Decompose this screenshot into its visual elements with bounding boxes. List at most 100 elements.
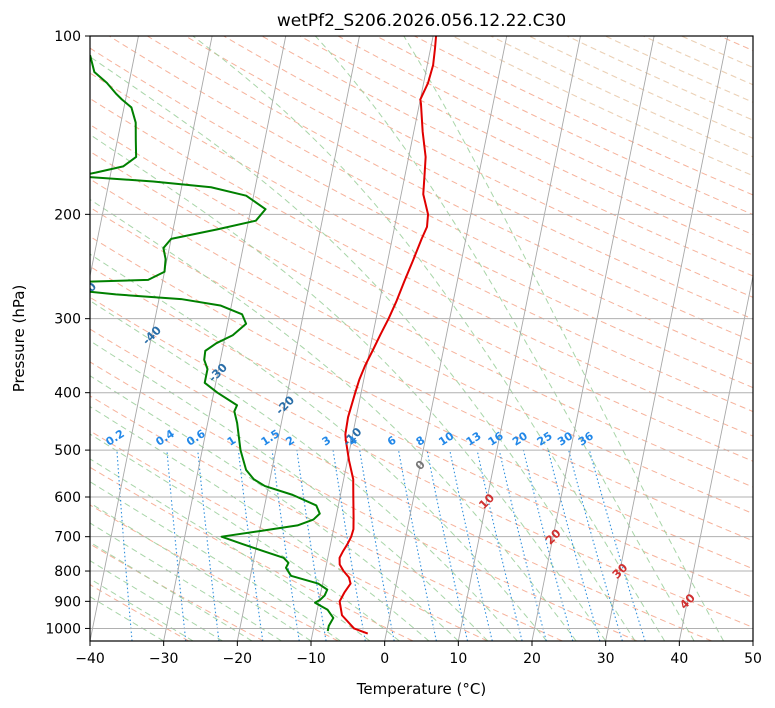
mixing-ratio-label: 13 (464, 429, 484, 448)
x-axis-label: Temperature (°C) (356, 680, 486, 698)
plot-frame (89, 35, 754, 642)
x-tick-label: −40 (75, 651, 105, 667)
temperature-profile (338, 36, 438, 635)
mixing-ratio-label: 30 (555, 429, 575, 448)
mixing-ratio-label: 16 (486, 429, 506, 448)
mixing-ratio-line (426, 449, 469, 641)
isotherm-line (752, 638, 753, 641)
y-tick-label: 600 (54, 490, 81, 506)
mixing-ratio-line (522, 449, 574, 641)
dry-adiabat (376, 36, 753, 216)
dry-adiabat (490, 36, 753, 158)
dry-adiabat (90, 265, 753, 599)
mixing-ratio-label: 6 (385, 433, 399, 448)
dry-adiabat (90, 395, 563, 641)
dry-adiabat (185, 36, 753, 320)
dry-adiabat (90, 235, 753, 570)
dry-adiabat (566, 36, 753, 121)
isotherm-line (236, 36, 360, 641)
dry-adiabat (90, 97, 753, 437)
dry-adiabats (90, 36, 775, 641)
dry-adiabat (719, 36, 753, 52)
isotherms (90, 36, 753, 641)
dry-adiabat (90, 328, 712, 641)
dry-adiabat (604, 36, 753, 103)
mixing-ratio-line (116, 450, 133, 641)
moist-adiabat (90, 522, 282, 641)
dry-adiabat (681, 36, 753, 69)
moist-adiabat (403, 36, 724, 641)
isotherm-line (90, 36, 213, 641)
isotherm-line (605, 36, 729, 641)
y-tick-label: 100 (54, 29, 81, 45)
dry-adiabat (108, 36, 753, 365)
isotherm-line (310, 36, 434, 641)
y-tick-label: 500 (54, 443, 81, 459)
dry-adiabat (299, 36, 753, 256)
moist-adiabat (90, 405, 430, 641)
dry-adiabat (90, 584, 190, 641)
mixing-ratio-label: 0.6 (184, 427, 208, 449)
isotherm-line (531, 36, 655, 641)
isotherm-line (384, 36, 508, 641)
moist-adiabat (90, 560, 223, 641)
dry-adiabat (261, 36, 753, 277)
mixing-ratio-line (166, 450, 187, 641)
mixing-ratio-line (296, 450, 327, 641)
x-tick-label: 0 (380, 651, 389, 667)
sounding-profiles (90, 36, 438, 635)
dry-adiabat (90, 504, 339, 641)
mixing-ratio-lines (116, 449, 646, 641)
dry-adiabat (223, 36, 753, 298)
y-tick-label: 400 (54, 386, 81, 402)
isotherm-label: -40 (139, 323, 164, 348)
moist-adiabat (90, 198, 577, 641)
moist-adiabat (90, 56, 636, 641)
moist-adiabat (192, 36, 666, 641)
dry-adiabat (758, 36, 775, 641)
dry-adiabat (414, 36, 753, 196)
y-tick-label: 1000 (45, 621, 81, 637)
mixing-ratio-line (449, 449, 493, 641)
dry-adiabat (90, 206, 753, 542)
mixing-ratio-line (476, 449, 523, 641)
isotherm-line (457, 36, 581, 641)
x-tick-label: −10 (296, 651, 326, 667)
dry-adiabat (147, 36, 753, 342)
dewpoint-profile (90, 54, 335, 632)
dry-adiabat (90, 466, 414, 641)
dry-adiabat (90, 124, 753, 462)
isotherm-line (678, 273, 753, 641)
dry-adiabat (90, 361, 638, 641)
x-tick-label: 20 (523, 651, 541, 667)
moist-adiabat (90, 300, 518, 641)
mixing-ratio-line (397, 450, 437, 641)
dry-adiabat (90, 47, 753, 389)
isotherm-label: 40 (677, 591, 698, 612)
x-tick-label: −30 (149, 651, 179, 667)
y-tick-label: 800 (54, 564, 81, 580)
mixing-ratio-label: 2 (283, 434, 297, 449)
dry-adiabat (90, 150, 753, 488)
moist-adiabat (90, 502, 312, 641)
isotherm-label: -50 (75, 279, 100, 304)
x-tick-label: 40 (670, 651, 688, 667)
mixing-ratio-line (588, 449, 646, 641)
y-axis: 100 200 300 400 500 600 700 800 900 1000 (45, 29, 90, 637)
isotherm-label: -60 (9, 238, 34, 263)
x-axis: −40 −30 −20 −10 0 10 20 30 40 50 (75, 641, 762, 667)
mixing-ratio-label: 0.2 (103, 427, 126, 449)
isotherm-label: -30 (206, 360, 231, 385)
mixing-ratio-line (197, 450, 220, 641)
x-tick-label: 50 (744, 651, 762, 667)
mixing-ratio-labels: 0.1 0.2 0.4 0.6 1 1.5 2 3 4 6 8 10 13 16 20 25 30 36 (103, 427, 596, 449)
dry-adiabat (337, 36, 753, 236)
dry-adiabat (90, 296, 753, 628)
moist-adiabat (90, 596, 164, 641)
isotherm-line (90, 36, 139, 279)
y-tick-label: 900 (54, 594, 81, 610)
x-tick-label: −20 (223, 651, 253, 667)
mixing-ratio-label: 36 (576, 429, 596, 448)
